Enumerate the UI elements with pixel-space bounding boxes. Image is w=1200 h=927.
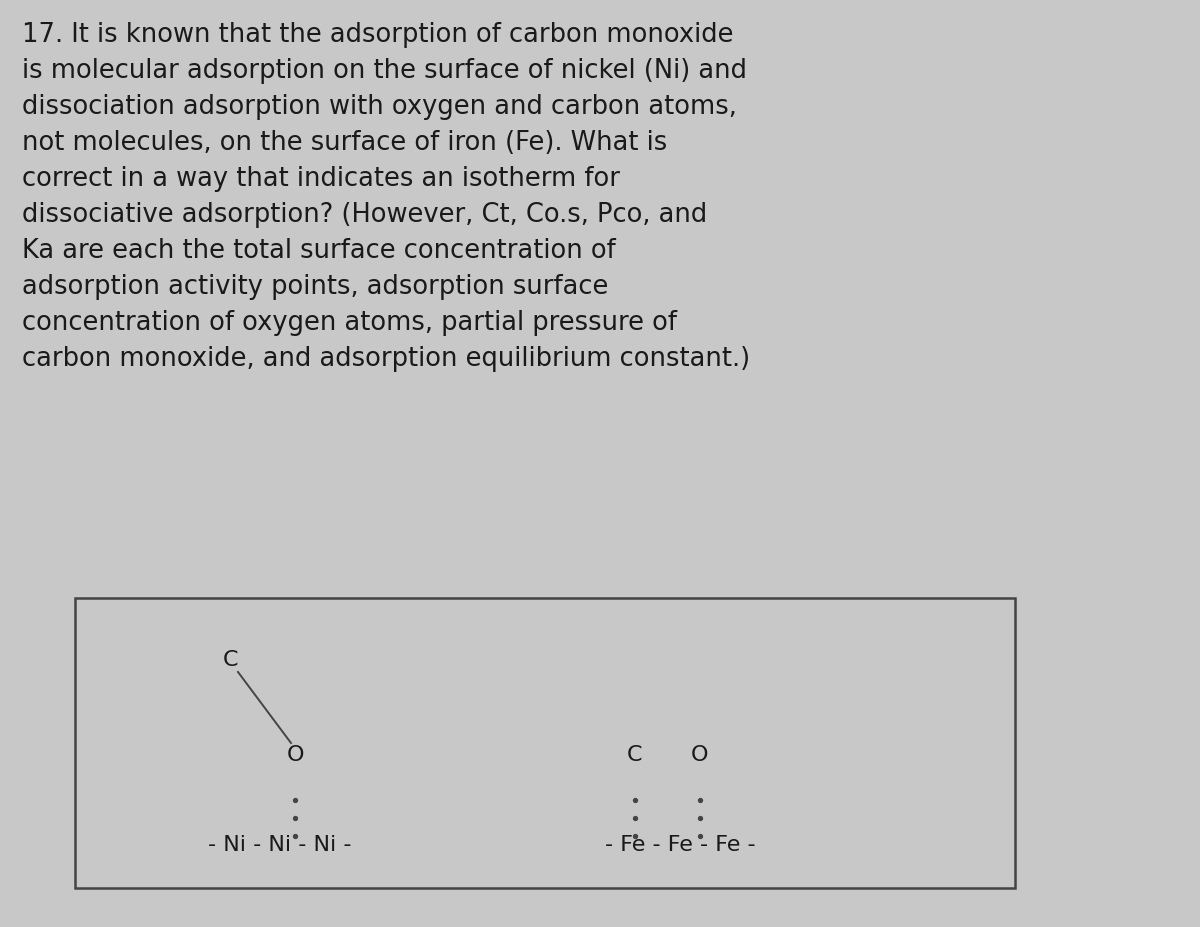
Text: C: C	[628, 745, 643, 765]
Text: Ka are each the total surface concentration of: Ka are each the total surface concentrat…	[22, 238, 616, 264]
Text: not molecules, on the surface of iron (Fe). What is: not molecules, on the surface of iron (F…	[22, 130, 667, 156]
Text: correct in a way that indicates an isotherm for: correct in a way that indicates an isoth…	[22, 166, 620, 192]
Text: - Ni - Ni - Ni -: - Ni - Ni - Ni -	[209, 835, 352, 855]
Text: O: O	[287, 745, 304, 765]
Text: O: O	[691, 745, 709, 765]
Text: adsorption activity points, adsorption surface: adsorption activity points, adsorption s…	[22, 274, 608, 300]
Text: carbon monoxide, and adsorption equilibrium constant.): carbon monoxide, and adsorption equilibr…	[22, 346, 750, 372]
Text: concentration of oxygen atoms, partial pressure of: concentration of oxygen atoms, partial p…	[22, 310, 677, 336]
Text: - Fe - Fe - Fe -: - Fe - Fe - Fe -	[605, 835, 755, 855]
Bar	[74, 598, 1015, 888]
Text: is molecular adsorption on the surface of nickel (Ni) and: is molecular adsorption on the surface o…	[22, 58, 746, 84]
Text: dissociation adsorption with oxygen and carbon atoms,: dissociation adsorption with oxygen and …	[22, 94, 737, 120]
Text: dissociative adsorption? (However, Ct, Co.s, Pco, and: dissociative adsorption? (However, Ct, C…	[22, 202, 707, 228]
Text: C: C	[222, 650, 238, 670]
Text: 17. It is known that the adsorption of carbon monoxide: 17. It is known that the adsorption of c…	[22, 22, 733, 48]
